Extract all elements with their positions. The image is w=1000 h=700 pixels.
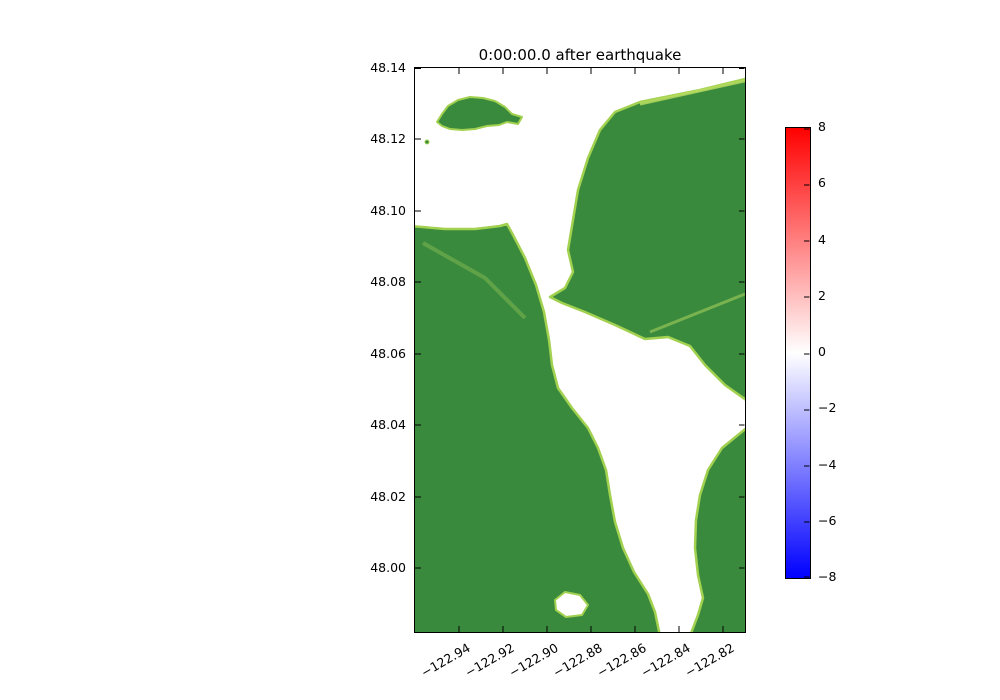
colorbar-ticks [804, 128, 810, 578]
colorbar [785, 127, 811, 579]
colorbar-tick-label: −4 [818, 457, 837, 472]
y-tick-label: 48.02 [370, 489, 406, 504]
colorbar-tick-label: −8 [818, 569, 837, 584]
coastline-streak-ne [639, 79, 745, 106]
colorbar-tick-label: 8 [818, 119, 826, 134]
colorbar-tick-label: 4 [818, 232, 826, 247]
x-tick-label: −122.82 [682, 640, 737, 681]
land-mass-northeast [548, 77, 745, 401]
x-tick-label: −122.90 [506, 640, 561, 681]
inlet [554, 591, 589, 618]
plot-title: 0:00:00.0 after earthquake [478, 46, 682, 64]
island [436, 96, 523, 131]
map-canvas [415, 68, 745, 632]
x-tick-label: −122.92 [462, 640, 517, 681]
y-tick-label: 48.10 [370, 203, 406, 218]
map-plot [414, 67, 746, 633]
x-tick-label: −122.84 [638, 640, 693, 681]
x-tick-label: −122.86 [594, 640, 649, 681]
y-tick-label: 48.00 [370, 560, 406, 575]
colorbar-tick-label: 2 [818, 288, 826, 303]
x-tick-label: −122.94 [418, 640, 473, 681]
land-mass-southeast [690, 427, 745, 632]
y-tick-label: 48.14 [370, 60, 406, 75]
coastline-streak-e [649, 292, 745, 334]
colorbar-gradient [786, 128, 810, 578]
colorbar-tick-label: 6 [818, 175, 826, 190]
y-tick-label: 48.08 [370, 274, 406, 289]
y-tick-label: 48.12 [370, 131, 406, 146]
colorbar-tick-label: 0 [818, 344, 826, 359]
y-tick-label: 48.04 [370, 417, 406, 432]
land-mass-west [415, 222, 661, 632]
x-tick-label: −122.88 [550, 640, 605, 681]
colorbar-tick-label: −2 [818, 400, 837, 415]
axis-ticks [415, 68, 745, 632]
colorbar-tick-label: −6 [818, 513, 837, 528]
islet-dot [424, 139, 430, 145]
coastline-streak-w [422, 241, 527, 320]
y-tick-label: 48.06 [370, 346, 406, 361]
